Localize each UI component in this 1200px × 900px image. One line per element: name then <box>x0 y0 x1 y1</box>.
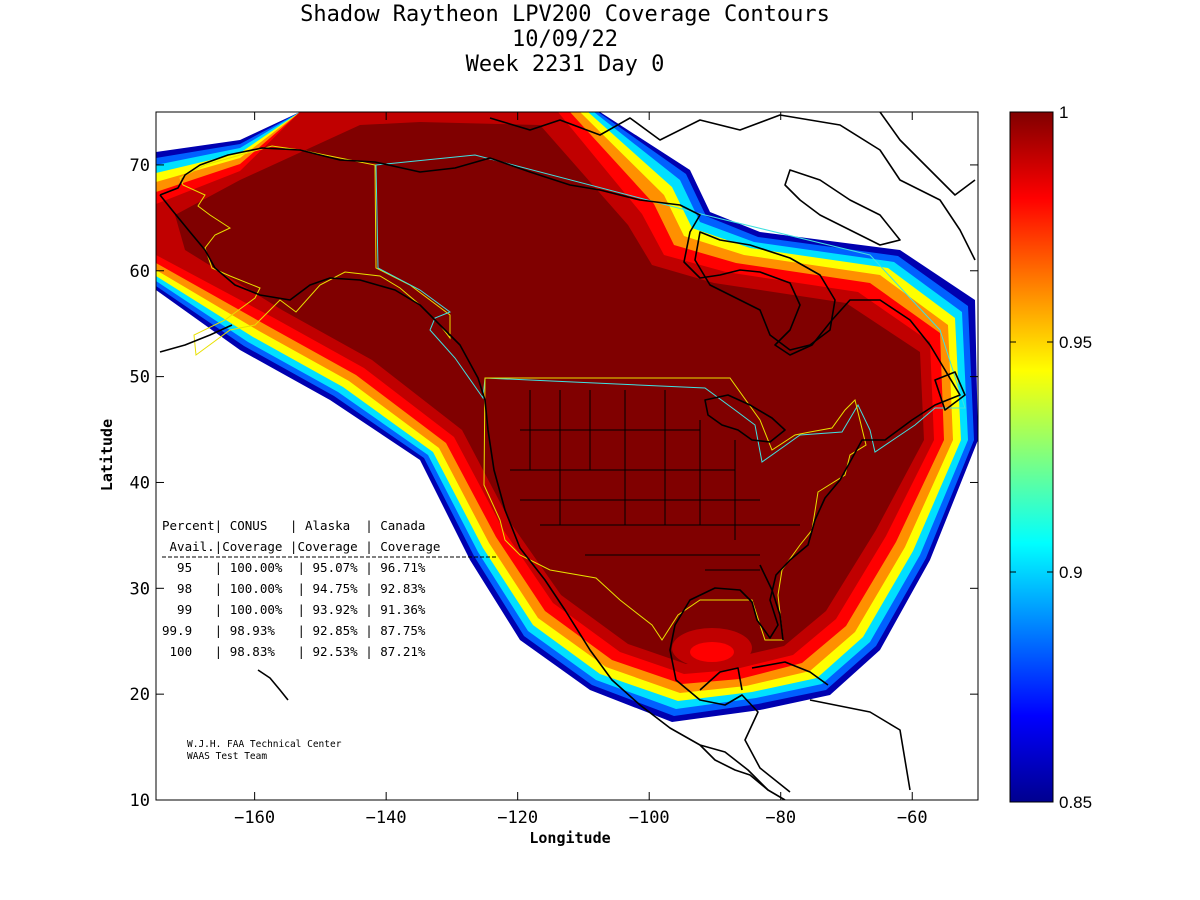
table-row: 95 | 100.00% | 95.07% | 96.71% <box>162 560 426 575</box>
y-tick-label: 50 <box>130 368 150 388</box>
table-header-row-2: Avail.|Coverage |Coverage | Coverage <box>162 539 440 554</box>
pacific-coastline <box>159 194 769 791</box>
coverage-contours <box>156 112 978 722</box>
table-row: 100 | 98.83% | 92.53% | 87.21% <box>162 644 426 659</box>
arctic-islands <box>489 114 976 261</box>
alaska-boundary <box>179 145 451 356</box>
y-tick-label: 20 <box>130 685 150 705</box>
coverage-band-1.0 <box>175 122 924 664</box>
figure-week: Week 2231 Day 0 <box>466 52 665 77</box>
y-axis-label: Latitude <box>98 419 116 491</box>
colorbar-tick-label: 0.95 <box>1059 333 1092 352</box>
coverage-table: Percent| CONUS | Alaska | Canada Avail.|… <box>162 518 498 659</box>
table-header-row-1: Percent| CONUS | Alaska | Canada <box>162 518 425 533</box>
table-row: 99.9 | 98.93% | 92.85% | 87.75% <box>162 623 426 638</box>
coastlines <box>159 112 976 800</box>
great-lakes <box>704 394 786 443</box>
colorbar-ticks: 1 0.95 0.9 0.85 <box>1010 103 1092 812</box>
newfoundland <box>934 371 966 411</box>
y-axis: 10 20 30 40 50 60 70 <box>130 156 978 811</box>
hudson-bay <box>694 231 836 351</box>
us-state-borders <box>510 390 800 571</box>
figure-title: Shadow Raytheon LPV200 Coverage Contours <box>300 2 830 27</box>
y-tick-label: 40 <box>130 473 150 493</box>
region-boundaries <box>179 145 966 641</box>
x-tick-label: −100 <box>629 808 670 828</box>
x-tick-label: −80 <box>765 808 796 828</box>
colorbar-tick-label: 0.85 <box>1059 793 1092 812</box>
colorbar-tick-label: 0.9 <box>1059 563 1083 582</box>
credit-line-1: W.J.H. FAA Technical Center <box>187 739 342 750</box>
y-tick-label: 30 <box>130 579 150 599</box>
conus-boundary <box>483 377 867 641</box>
credit-line-2: WAAS Test Team <box>187 751 267 762</box>
colorbar: 1 0.95 0.9 0.85 <box>1009 103 1092 812</box>
florida <box>759 564 784 641</box>
plot-frame <box>155 111 979 801</box>
y-tick-label: 10 <box>130 791 150 811</box>
coverage-gap-gulf-inner <box>690 642 734 662</box>
x-tick-label: −120 <box>497 808 538 828</box>
x-tick-label: −160 <box>234 808 275 828</box>
caribbean-islands <box>809 699 911 791</box>
x-tick-label: −60 <box>897 808 928 828</box>
canada-boundary <box>375 154 966 463</box>
cuba <box>751 661 829 686</box>
colorbar-tick-label: 1 <box>1059 103 1068 122</box>
table-row: 98 | 100.00% | 94.75% | 92.83% <box>162 581 426 596</box>
yucatan <box>699 667 743 691</box>
central-america <box>699 744 786 800</box>
x-axis: −160 −140 −120 −100 −80 −60 <box>234 112 928 828</box>
colorbar-gradient <box>1009 111 1054 803</box>
table-row: 99 | 100.00% | 93.92% | 91.36% <box>162 602 426 617</box>
greenland-coast <box>879 112 976 196</box>
north-america-coastline <box>159 147 961 793</box>
baffin-island <box>784 169 901 246</box>
hawaii <box>257 669 289 701</box>
figure-date: 10/09/22 <box>512 27 618 52</box>
y-tick-label: 60 <box>130 262 150 282</box>
x-tick-label: −140 <box>366 808 407 828</box>
aleutians <box>159 324 233 353</box>
x-axis-label: Longitude <box>529 829 610 847</box>
y-tick-label: 70 <box>130 156 150 176</box>
map-plot-area <box>156 112 978 800</box>
